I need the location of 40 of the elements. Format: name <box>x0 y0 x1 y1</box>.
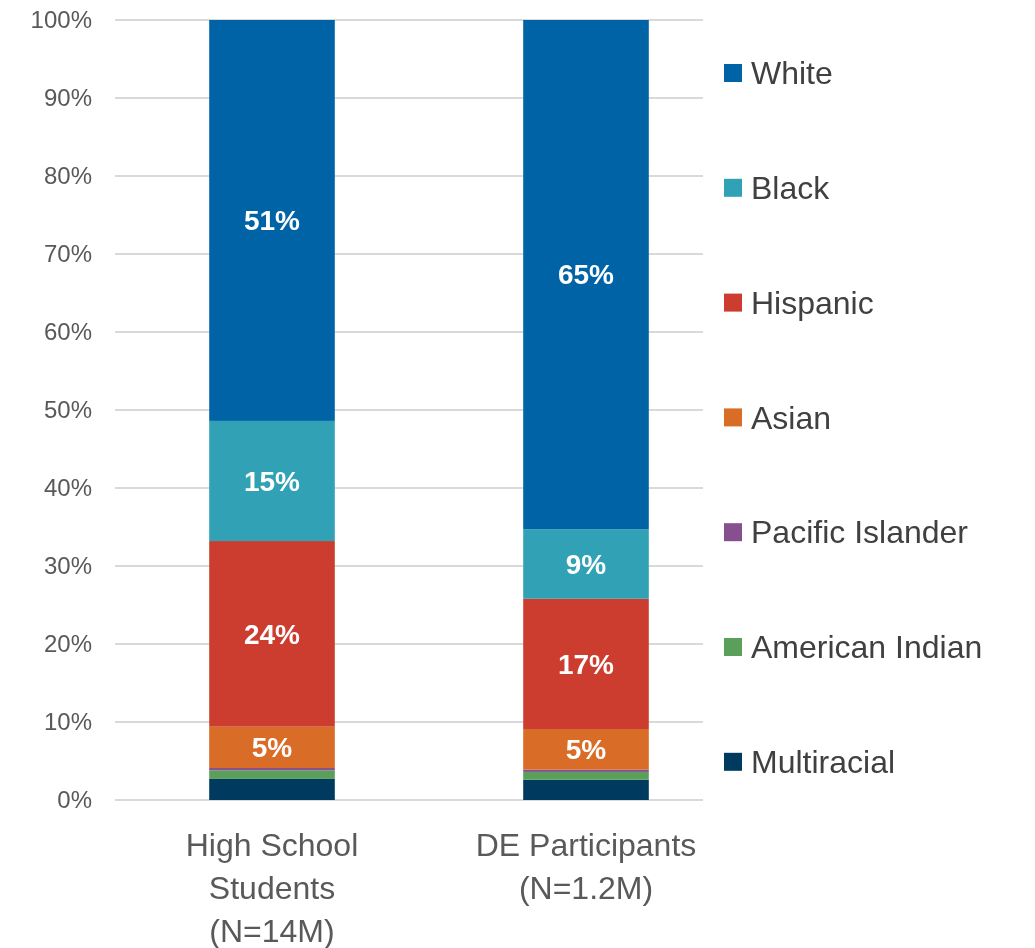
legend-label: American Indian <box>751 629 983 666</box>
bar <box>523 20 649 530</box>
y-tick-label: 0% <box>57 786 92 814</box>
bar <box>523 598 649 730</box>
legend-label: Pacific Islander <box>751 514 969 551</box>
y-tick-label: 40% <box>43 474 92 502</box>
y-tick-label: 70% <box>43 240 92 268</box>
legend-label: White <box>751 55 833 92</box>
y-tick-label: 10% <box>43 708 92 736</box>
bar <box>523 779 649 800</box>
data-label: 51% <box>243 205 301 237</box>
x-tick-label: DE Participants (N=1.2M) <box>475 827 697 906</box>
data-label: 17% <box>557 648 615 680</box>
bar <box>523 771 649 780</box>
legend-label: Multiracial <box>751 744 896 780</box>
data-label: 9% <box>565 548 607 580</box>
data-label: 5% <box>251 732 293 764</box>
x-tick-label: High School Students (N=14M) <box>185 827 359 948</box>
bar <box>523 729 649 770</box>
legend-label: Hispanic <box>751 284 874 321</box>
y-tick-label: 60% <box>43 318 92 346</box>
y-tick-label: 80% <box>43 162 92 190</box>
y-tick-label: 100% <box>30 6 92 34</box>
data-label: 15% <box>243 465 301 497</box>
legend-label: Asian <box>751 399 832 436</box>
y-tick-label: 20% <box>43 630 92 658</box>
y-tick-label: 90% <box>43 84 92 112</box>
bar <box>209 541 335 727</box>
bar <box>209 778 335 800</box>
data-label: 65% <box>557 259 615 291</box>
data-label: 24% <box>243 618 301 650</box>
bar <box>209 20 335 421</box>
y-tick-label: 30% <box>43 552 92 580</box>
y-tick-label: 50% <box>43 396 92 424</box>
bar <box>523 529 649 599</box>
legend-label: Black <box>751 170 831 206</box>
bar <box>209 420 335 542</box>
bar <box>209 726 335 769</box>
data-label: 5% <box>565 734 607 766</box>
bar <box>209 770 335 779</box>
